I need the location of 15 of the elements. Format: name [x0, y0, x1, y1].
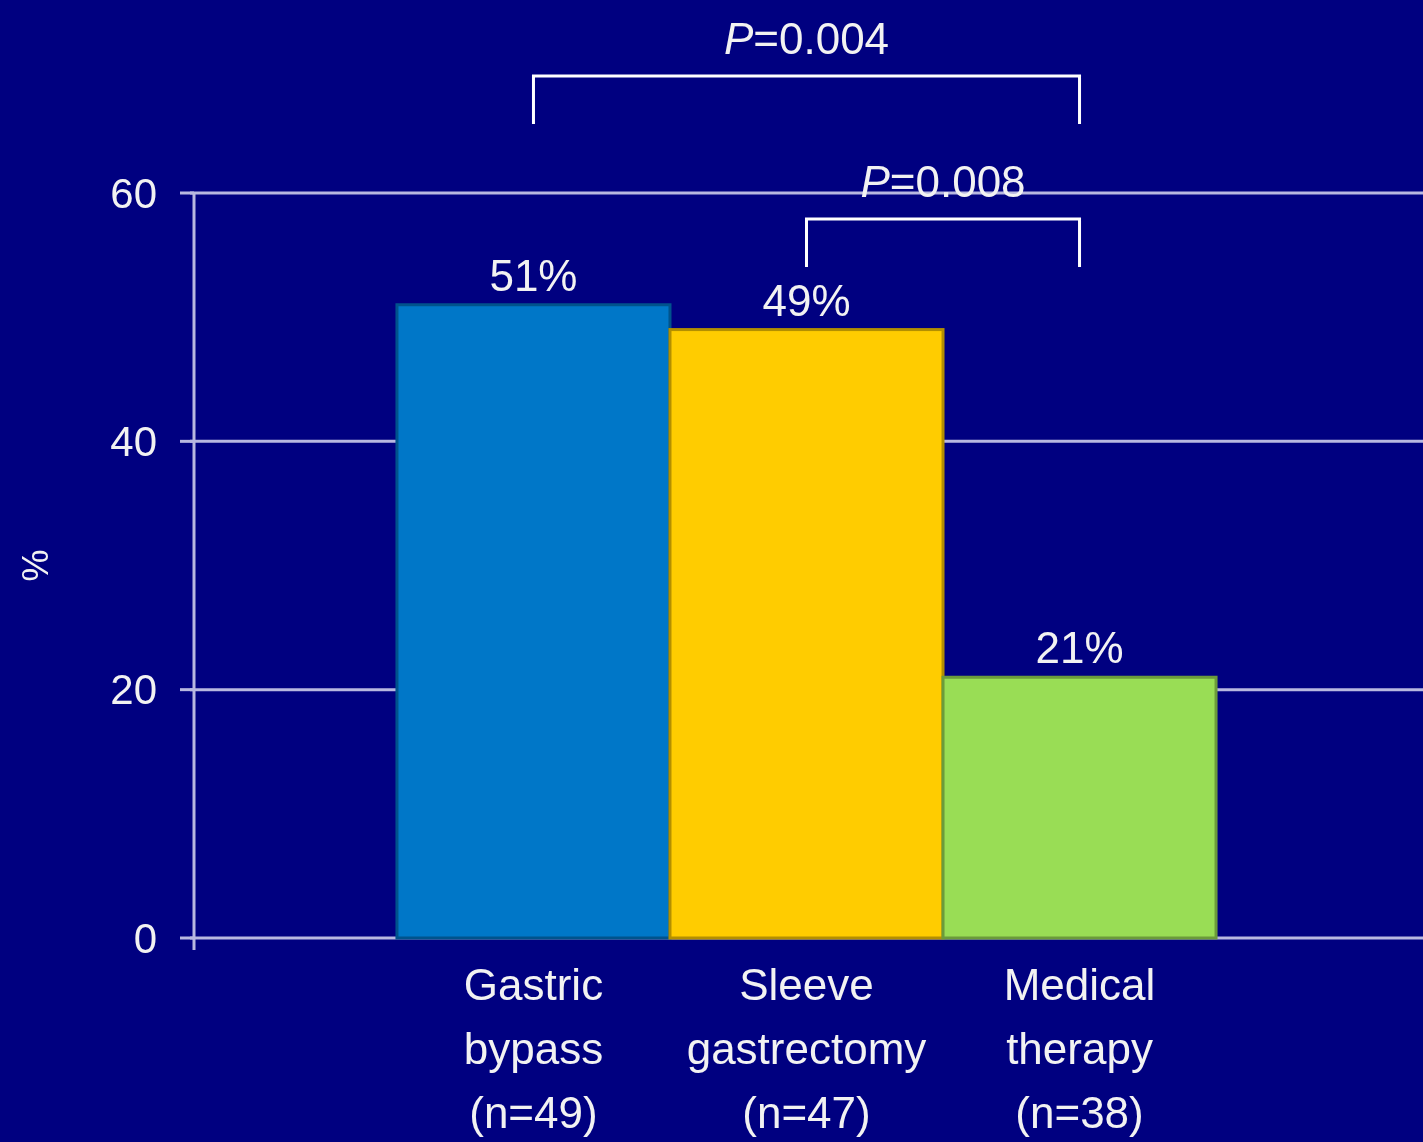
y-axis-title: %: [15, 549, 56, 582]
text: P=0.004: [723, 14, 890, 63]
y-tick-label: 40: [110, 418, 157, 466]
data-label: 51%: [489, 250, 578, 300]
bar: [941, 675, 1218, 940]
y-tick-label: 20: [110, 666, 157, 714]
x-tick-label: Gastric bypass (n=49): [463, 960, 604, 1137]
data-label: 49%: [762, 275, 851, 325]
y-tick-label: 0: [133, 914, 157, 962]
bar: [668, 328, 945, 940]
bar: [395, 303, 672, 940]
y-tick-label: 60: [110, 169, 157, 217]
data-label: 21%: [1035, 623, 1124, 673]
x-tick-label: Sleeve gastrectomy (n=47): [686, 960, 927, 1137]
x-tick-label: Medical therapy (n=38): [1003, 960, 1156, 1137]
